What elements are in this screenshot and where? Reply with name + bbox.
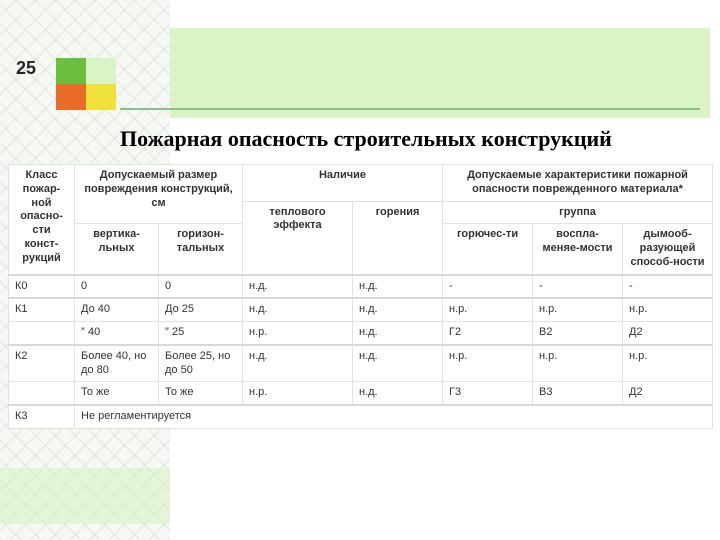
cell-thermal: н.д. (243, 275, 353, 299)
cell-ignitability: н.р. (533, 345, 623, 382)
hdr-class: Класс пожар-ной опасно-сти конст-рукций (9, 165, 75, 275)
cell-horizontal: Более 25, но до 50 (159, 345, 243, 382)
table-row: К3Не регламентируется (9, 405, 713, 428)
cell-horizontal: ″ 25 (159, 322, 243, 345)
hdr-presence-group: Наличие (243, 165, 443, 202)
cell-smoke: н.р. (623, 298, 713, 321)
banner-accent (170, 28, 710, 118)
cell-burning: н.д. (353, 275, 443, 299)
hdr-char-group: Допускаемые характеристики пожарной опас… (443, 165, 713, 202)
cell-smoke: н.р. (623, 345, 713, 382)
cell-horizontal: 0 (159, 275, 243, 299)
cell-flammability: Г3 (443, 382, 533, 405)
hdr-smoke: дымооб-разующей способ-ности (623, 224, 713, 275)
cell-flammability: Г2 (443, 322, 533, 345)
cell-merged: Не регламентируется (75, 405, 713, 428)
divider-line (120, 108, 700, 110)
cell-smoke: Д2 (623, 322, 713, 345)
cell-vertical: Более 40, но до 80 (75, 345, 159, 382)
cell-class (9, 322, 75, 345)
cell-smoke: - (623, 275, 713, 299)
hdr-burning: горения (353, 201, 443, 275)
cell-vertical: ″ 40 (75, 322, 159, 345)
cell-burning: н.д. (353, 382, 443, 405)
hdr-flammability: горючес-ти (443, 224, 533, 275)
table-body: К000н.д.н.д.---К1До 40До 25н.д.н.д.н.р.н… (9, 275, 713, 429)
hdr-size-group: Допускаемый размер повреждения конструкц… (75, 165, 243, 224)
cell-flammability: н.р. (443, 298, 533, 321)
hdr-ignitability: воспла-меняе-мости (533, 224, 623, 275)
table-row: К1До 40До 25н.д.н.д.н.р.н.р.н.р. (9, 298, 713, 321)
cell-ignitability: н.р. (533, 298, 623, 321)
cell-thermal: н.р. (243, 322, 353, 345)
cell-burning: н.д. (353, 322, 443, 345)
cell-class: К0 (9, 275, 75, 299)
cell-horizontal: До 25 (159, 298, 243, 321)
table-header: Класс пожар-ной опасно-сти конст-рукций … (9, 165, 713, 275)
cell-ignitability: В3 (533, 382, 623, 405)
hdr-group: группа (443, 201, 713, 224)
cell-vertical: 0 (75, 275, 159, 299)
slide-title: Пожарная опасность строительных конструк… (120, 126, 612, 152)
cell-flammability: - (443, 275, 533, 299)
cell-ignitability: В2 (533, 322, 623, 345)
table-row: К2Более 40, но до 80Более 25, но до 50н.… (9, 345, 713, 382)
cell-vertical: То же (75, 382, 159, 405)
cell-thermal: н.д. (243, 298, 353, 321)
table-row: ″ 40″ 25н.р.н.д.Г2В2Д2 (9, 322, 713, 345)
cell-thermal: н.р. (243, 382, 353, 405)
cell-class (9, 382, 75, 405)
slide-number: 25 (16, 58, 36, 79)
cell-burning: н.д. (353, 298, 443, 321)
cell-class: К3 (9, 405, 75, 428)
cell-burning: н.д. (353, 345, 443, 382)
table-row: То жеТо жен.р.н.д.Г3В3Д2 (9, 382, 713, 405)
cell-thermal: н.д. (243, 345, 353, 382)
cell-horizontal: То же (159, 382, 243, 405)
cell-flammability: н.р. (443, 345, 533, 382)
cell-smoke: Д2 (623, 382, 713, 405)
cell-class: К2 (9, 345, 75, 382)
table-row: К000н.д.н.д.--- (9, 275, 713, 299)
cell-vertical: До 40 (75, 298, 159, 321)
cell-ignitability: - (533, 275, 623, 299)
hdr-thermal: теплового эффекта (243, 201, 353, 275)
fire-hazard-table: Класс пожар-ной опасно-сти конст-рукций … (8, 164, 712, 429)
hdr-vertical: вертика-льных (75, 224, 159, 275)
lower-accent (0, 468, 170, 524)
logo-squares (56, 58, 120, 112)
hdr-horizontal: горизон-тальных (159, 224, 243, 275)
cell-class: К1 (9, 298, 75, 321)
